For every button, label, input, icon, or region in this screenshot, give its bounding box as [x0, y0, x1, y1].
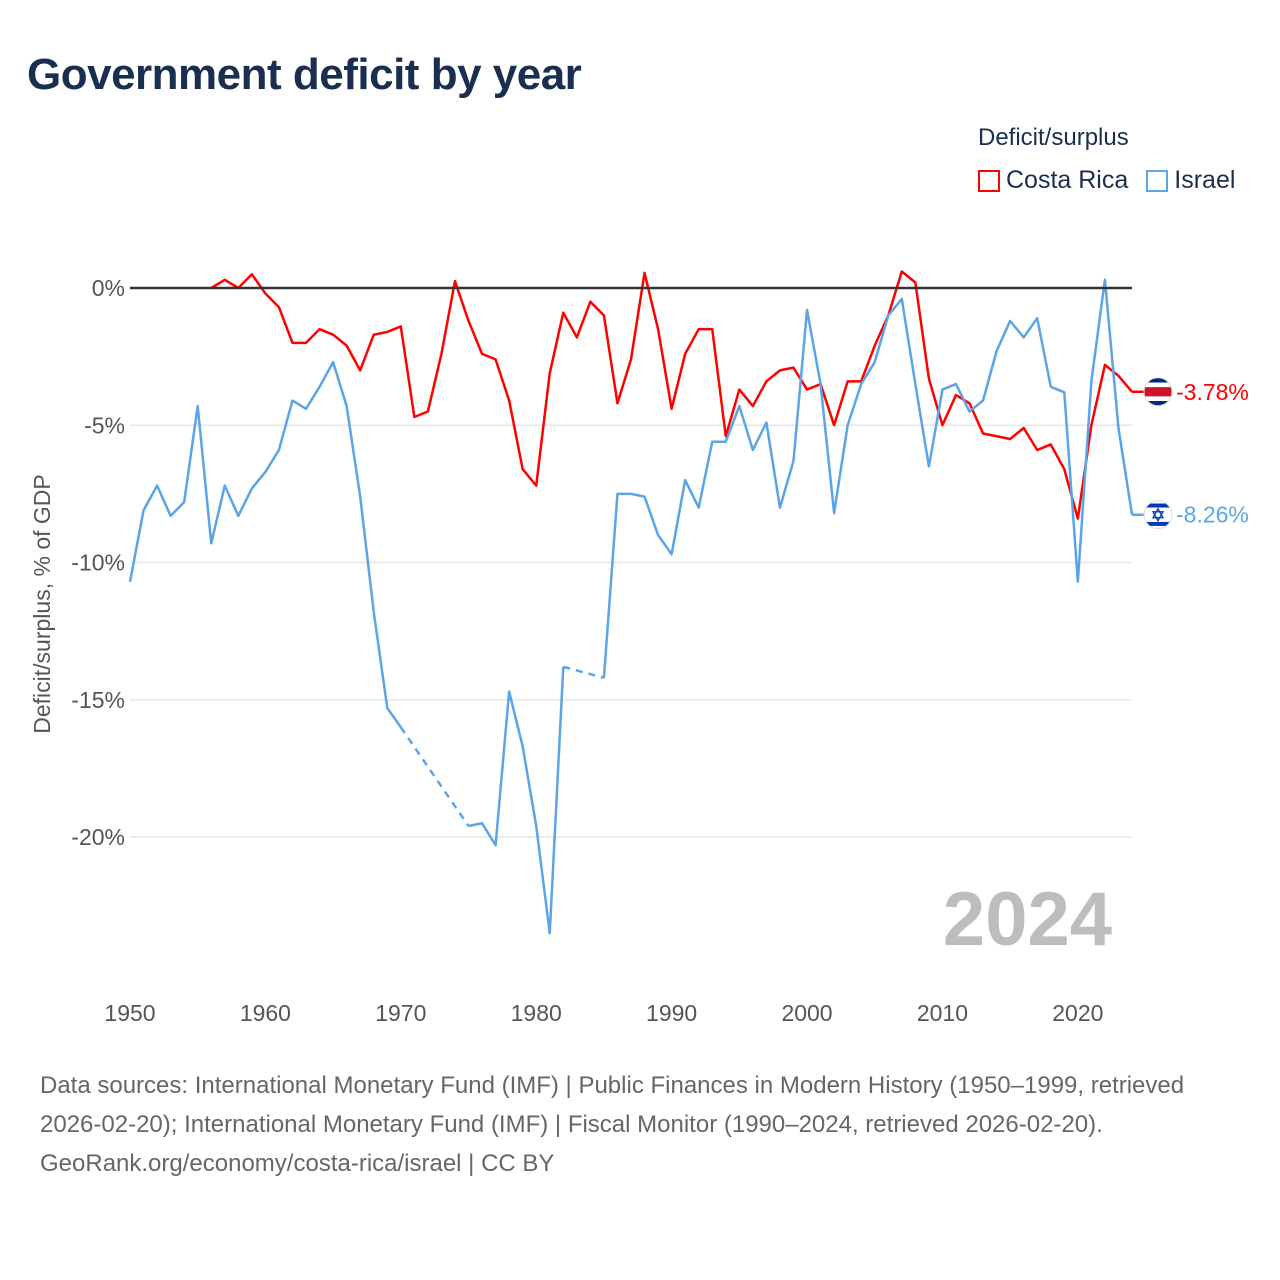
x-tick-label: 1990	[646, 1000, 697, 1026]
legend-item-costa-rica[interactable]: Costa Rica	[978, 166, 1128, 195]
legend-swatch-israel	[1146, 169, 1169, 192]
series-line-israel	[602, 278, 1134, 678]
end-value-label: -8.26%	[1176, 502, 1249, 528]
series-line-israel	[128, 360, 402, 728]
y-tick-label: -15%	[71, 687, 125, 713]
line-chart: 2024 0% -5% -10% -15% -20% 1950 1960 1970 1980 19…	[29, 270, 1249, 1026]
credit-link[interactable]: GeoRank.org/economy/costa-rica/israel | …	[40, 1150, 555, 1177]
series-line-israel	[468, 666, 565, 935]
legend-swatch-costa-rica	[978, 169, 1000, 192]
y-tick-label: 0%	[92, 275, 125, 301]
legend: Costa Rica Israel	[978, 166, 1235, 195]
y-tick-label: -5%	[84, 412, 125, 438]
costa-rica-flag-icon	[1143, 377, 1173, 407]
x-tick-label: 2010	[917, 1000, 968, 1026]
year-watermark: 2024	[943, 877, 1112, 962]
series-gap-israel	[399, 726, 470, 827]
x-tick-label: 1960	[240, 1000, 291, 1026]
y-tick-label: -10%	[71, 550, 125, 576]
series-gap-israel	[562, 665, 605, 679]
y-axis-label: Deficit/surplus, % of GDP	[29, 474, 55, 733]
legend-title: Deficit/surplus	[978, 124, 1129, 151]
legend-label: Israel	[1174, 166, 1236, 194]
y-tick-label: -20%	[71, 824, 125, 850]
x-tick-label: 2020	[1052, 1000, 1103, 1026]
chart-title: Government deficit by year	[27, 50, 582, 99]
footer: Data sources: International Monetary Fun…	[40, 1066, 1240, 1183]
x-tick-label: 2000	[781, 1000, 832, 1026]
legend-item-israel[interactable]: Israel	[1146, 166, 1235, 195]
data-sources: Data sources: International Monetary Fun…	[40, 1072, 1185, 1138]
x-tick-label: 1980	[511, 1000, 562, 1026]
x-tick-label: 1950	[104, 1000, 155, 1026]
end-value-label: -3.78%	[1176, 379, 1249, 405]
legend-label: Costa Rica	[1006, 166, 1129, 194]
series-line-costa-rica	[210, 270, 1133, 520]
x-tick-label: 1970	[375, 1000, 426, 1026]
israel-flag-icon	[1143, 500, 1173, 530]
